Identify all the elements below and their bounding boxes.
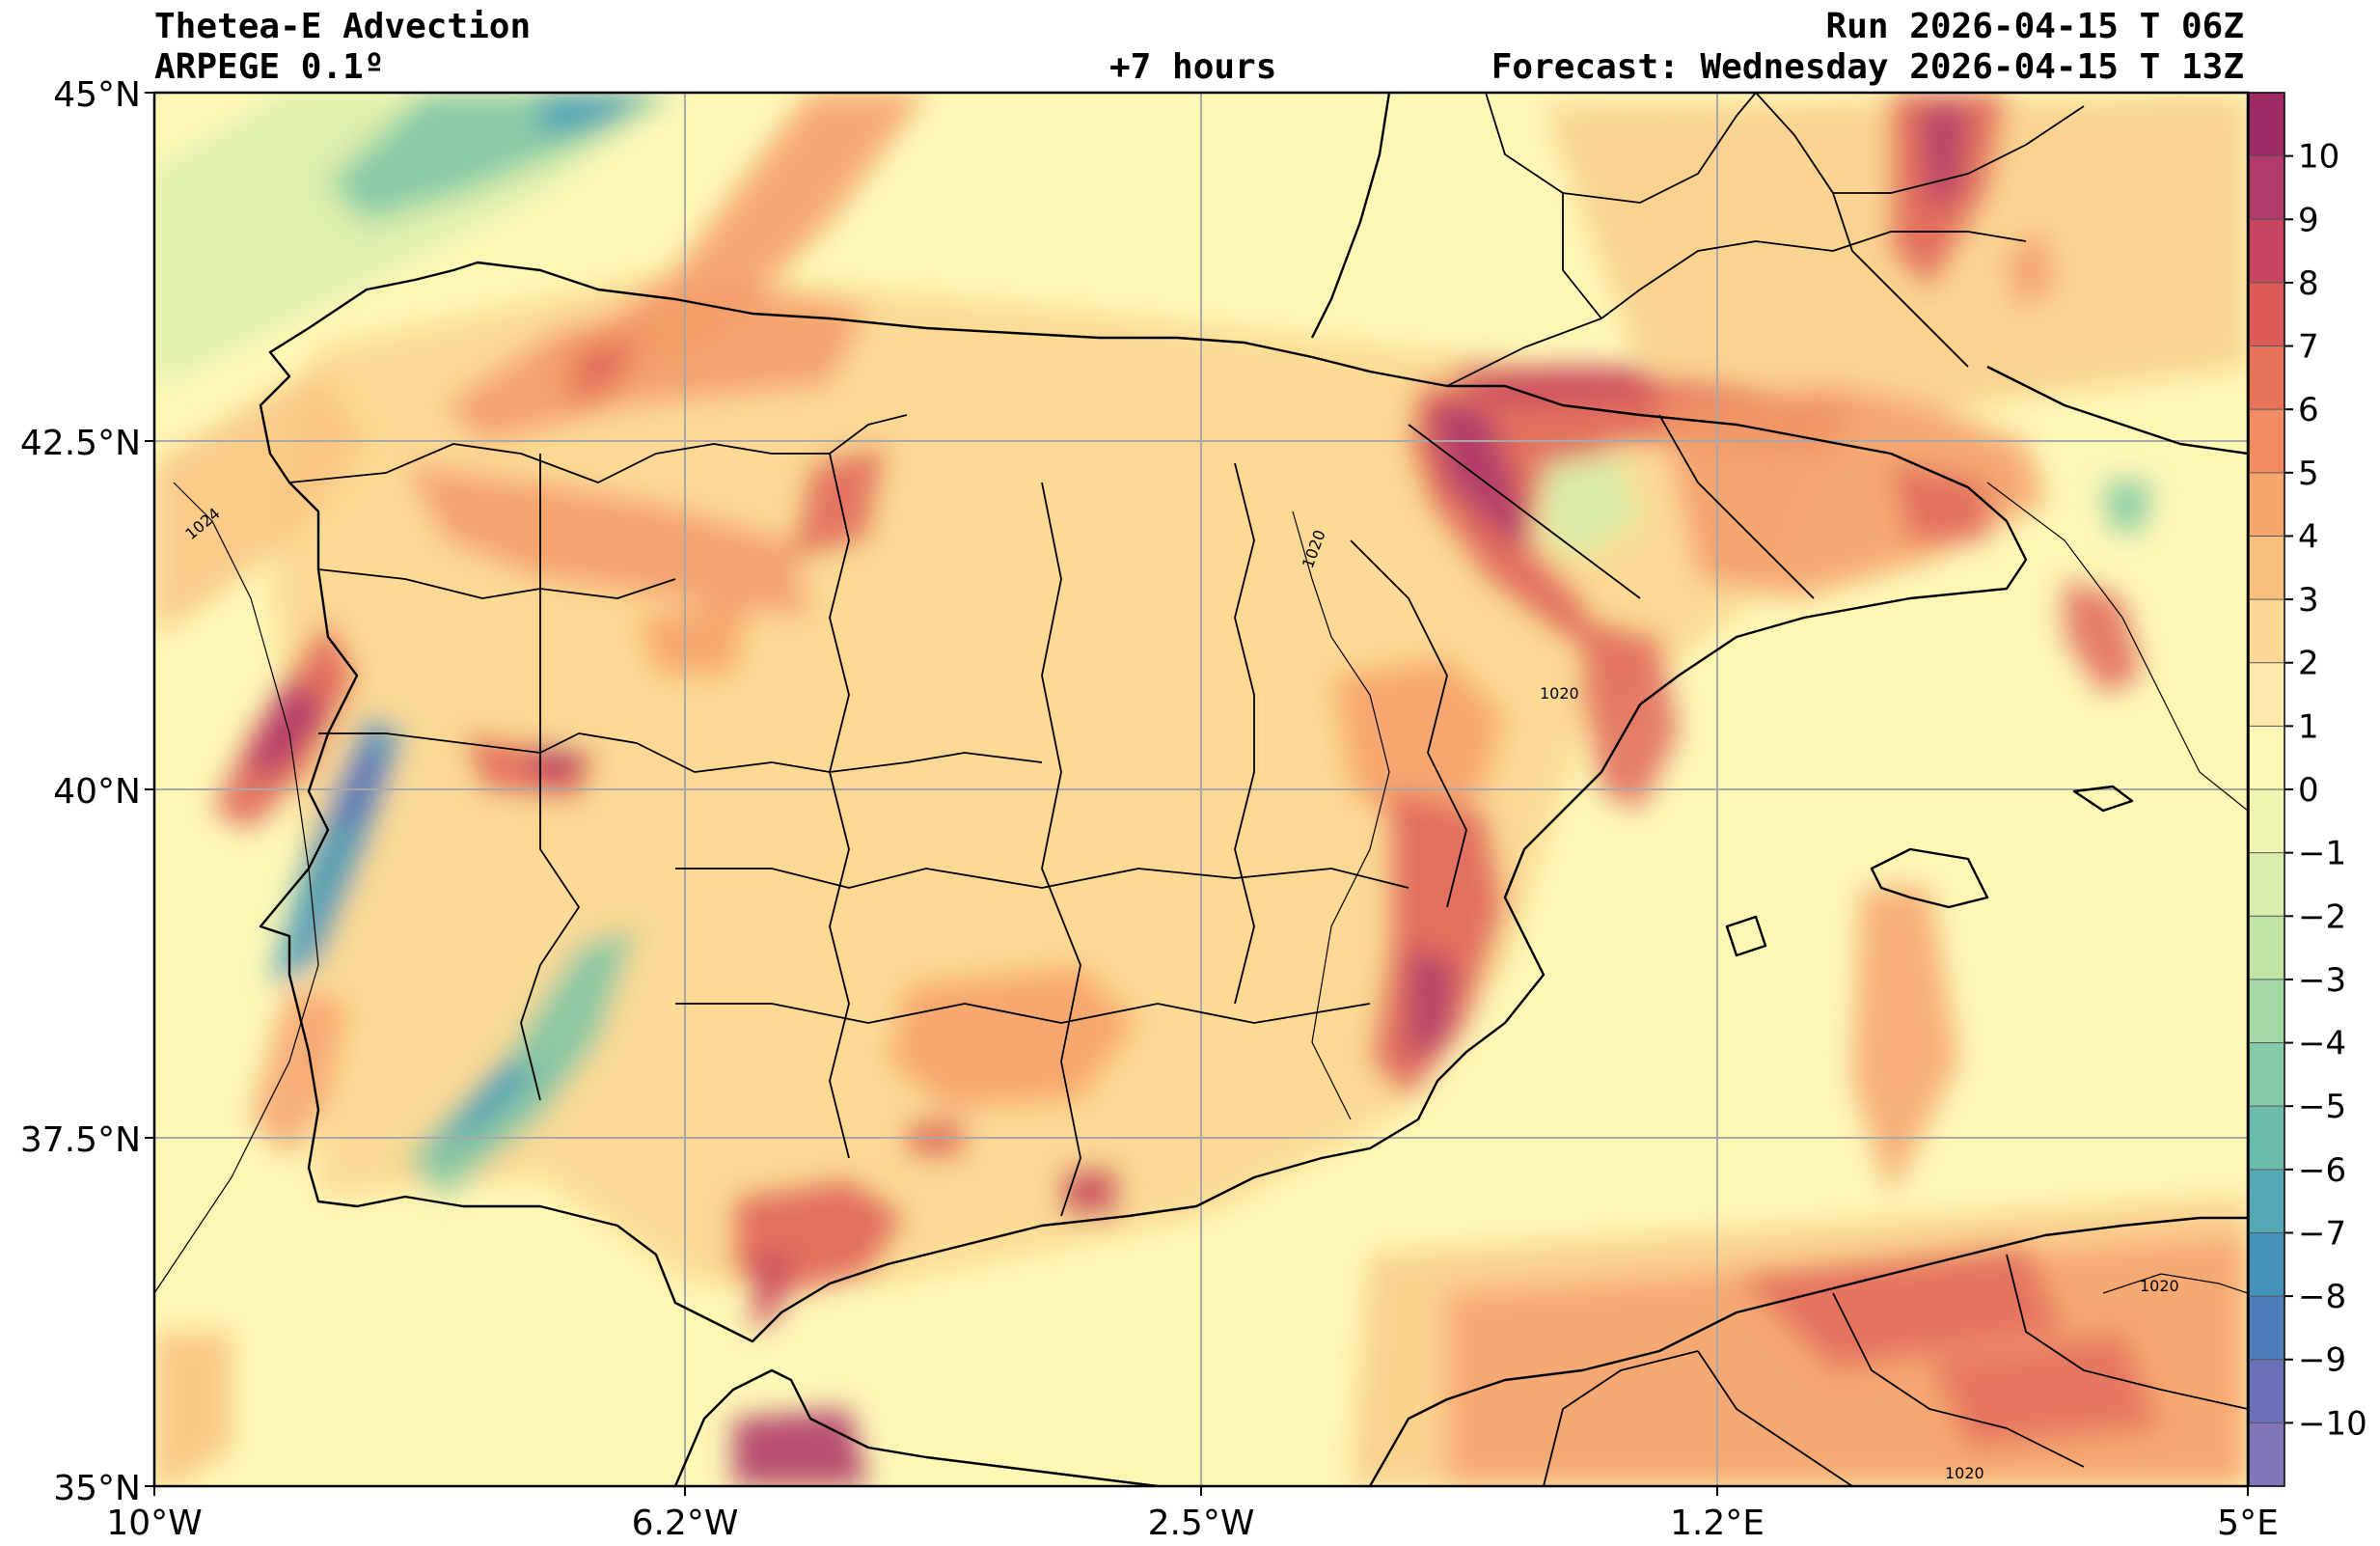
map-title: Thetea-E Advection — [154, 7, 532, 46]
gulf-of-lion-coast — [1986, 365, 2248, 456]
colorbar-swatch — [2249, 409, 2284, 474]
colorbar-swatch — [2249, 282, 2284, 347]
isobar-label: 1020 — [1945, 1464, 1984, 1482]
colorbar-tick-label: −10 — [2298, 1404, 2367, 1443]
colorbar-swatch — [2249, 219, 2284, 284]
colorbar-swatch — [2249, 1422, 2284, 1487]
colorbar-tick-label: 6 — [2298, 391, 2319, 429]
colorbar-swatch — [2249, 979, 2284, 1044]
colorbar-tick-label: 1 — [2298, 707, 2319, 746]
colorbar-tick-label: −8 — [2298, 1278, 2346, 1316]
algeria-coast — [1368, 1216, 2248, 1486]
colorbar-swatch — [2249, 599, 2284, 664]
lat-label: 42.5°N — [20, 424, 141, 463]
colorbar-tick-label: −2 — [2298, 897, 2346, 936]
france-coast — [1310, 93, 1391, 339]
lon-labels: 10°W 6.2°W 2.5°W 1.2°E 5°E — [106, 1504, 2279, 1543]
menorca — [2072, 785, 2134, 813]
graticule — [154, 93, 2248, 1486]
colorbar-swatch — [2249, 1232, 2284, 1297]
advection-field — [154, 93, 2248, 1486]
colorbar-tick-label: −5 — [2298, 1088, 2346, 1126]
colorbar-tick-label: −6 — [2298, 1151, 2346, 1190]
mallorca — [1870, 847, 1989, 909]
colorbar-swatch — [2249, 726, 2284, 790]
coastlines — [259, 93, 2248, 1486]
colorbar-tick-label: −9 — [2298, 1341, 2346, 1380]
colorbar-tick-label: 2 — [2298, 645, 2319, 683]
colorbar-swatch — [2249, 789, 2284, 854]
colorbar-swatch — [2249, 155, 2284, 220]
colorbar-tick-label: 0 — [2298, 771, 2319, 810]
colorbar-tick-label: 4 — [2298, 517, 2319, 556]
lead-time-label: +7 hours — [1109, 47, 1277, 87]
lon-label: 10°W — [106, 1504, 202, 1543]
colorbar-tick-label: −7 — [2298, 1214, 2346, 1253]
colorbar-swatch — [2249, 1106, 2284, 1171]
model-label: ARPEGE 0.1º — [154, 47, 385, 87]
colorbar-tick-label: −1 — [2298, 835, 2346, 873]
colorbar-tick-label: −3 — [2298, 961, 2346, 1000]
colorbar-swatch — [2249, 1169, 2284, 1234]
isobar-label: 1020 — [2140, 1277, 2179, 1295]
lat-label: 37.5°N — [20, 1120, 141, 1160]
lon-label: 6.2°W — [632, 1504, 739, 1543]
colorbar-swatch — [2249, 536, 2284, 600]
colorbar-tick-label: 5 — [2298, 455, 2319, 493]
colorbar-tick-label: 3 — [2298, 581, 2319, 620]
forecast-label: Forecast: Wednesday 2026-04-15 T 13Z — [1491, 47, 2244, 87]
lon-label: 1.2°E — [1670, 1504, 1764, 1543]
colorbar-swatch — [2249, 662, 2284, 727]
lat-label: 40°N — [53, 772, 141, 812]
iberia-coast — [259, 261, 2028, 1343]
run-label: Run 2026-04-15 T 06Z — [1825, 7, 2244, 46]
colorbar-swatch — [2249, 852, 2284, 917]
colorbar-swatch — [2249, 1042, 2284, 1107]
lat-labels: 45°N 42.5°N 40°N 37.5°N 35°N — [20, 75, 141, 1508]
isobar-label: 1020 — [1540, 684, 1579, 703]
admin-borders — [288, 93, 2248, 1486]
lon-label: 2.5°W — [1148, 1504, 1255, 1543]
isobars — [154, 482, 2248, 1294]
colorbar-swatch — [2249, 1296, 2284, 1361]
morocco-coast — [673, 1368, 1159, 1486]
lat-label: 35°N — [53, 1469, 141, 1508]
colorbar-tick-label: 8 — [2298, 264, 2319, 303]
colorbar-swatch — [2249, 345, 2284, 410]
colorbar-swatch — [2249, 1359, 2284, 1423]
ibiza — [1725, 915, 1767, 957]
colorbar-tick-label: 9 — [2298, 201, 2319, 239]
colorbar-swatch — [2249, 916, 2284, 980]
colorbar-tick-label: 7 — [2298, 328, 2319, 367]
lat-label: 45°N — [53, 75, 141, 115]
colorbar-swatch — [2249, 472, 2284, 538]
colorbar-tick-label: −4 — [2298, 1025, 2346, 1063]
lon-label: 5°E — [2217, 1504, 2279, 1543]
axis-ticks — [145, 92, 2249, 1496]
colorbar-swatch — [2249, 93, 2284, 157]
colorbar-tick-label: 10 — [2298, 138, 2339, 177]
